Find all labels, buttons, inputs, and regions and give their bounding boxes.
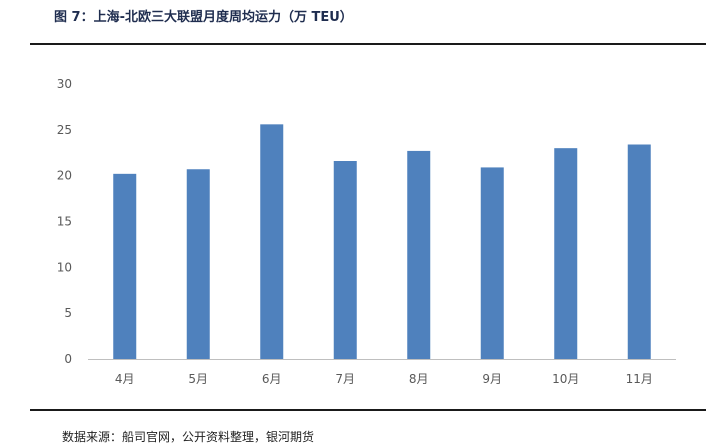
top-rule bbox=[30, 43, 706, 45]
bar bbox=[407, 150, 431, 359]
y-tick-label: 0 bbox=[64, 352, 72, 366]
y-tick-label: 25 bbox=[57, 123, 72, 137]
bar-chart: 0 5 10 15 20 25 30 4月 5月 6月 7月 8月 9月 10月 11月 bbox=[57, 77, 676, 386]
bar bbox=[554, 148, 578, 359]
data-source: 数据来源：船司官网，公开资料整理，银河期货 bbox=[62, 430, 315, 444]
x-tick-label: 7月 bbox=[335, 372, 355, 386]
chart-title: 图 7：上海-北欧三大联盟月度周均运力（万 TEU） bbox=[54, 10, 353, 25]
y-tick-label: 15 bbox=[57, 215, 72, 229]
bar bbox=[333, 161, 357, 359]
y-tick-label: 10 bbox=[57, 260, 72, 274]
x-tick-label: 6月 bbox=[262, 372, 282, 386]
x-tick-label: 10月 bbox=[552, 372, 579, 386]
x-tick-label: 5月 bbox=[188, 372, 208, 386]
bar bbox=[480, 167, 504, 359]
chart-area: 0 5 10 15 20 25 30 4月 5月 6月 7月 8月 9月 10月 11月 bbox=[30, 45, 706, 407]
x-tick-label: 11月 bbox=[626, 372, 653, 386]
y-tick-label: 20 bbox=[57, 169, 72, 183]
bottom-rule bbox=[30, 409, 706, 411]
x-tick-label: 8月 bbox=[409, 372, 429, 386]
bar bbox=[627, 144, 651, 359]
y-tick-label: 5 bbox=[64, 306, 72, 320]
bar bbox=[260, 124, 284, 359]
bar bbox=[186, 169, 210, 359]
bar bbox=[113, 173, 137, 359]
y-tick-label: 30 bbox=[57, 77, 72, 91]
x-tick-label: 4月 bbox=[115, 372, 135, 386]
x-tick-label: 9月 bbox=[482, 372, 502, 386]
